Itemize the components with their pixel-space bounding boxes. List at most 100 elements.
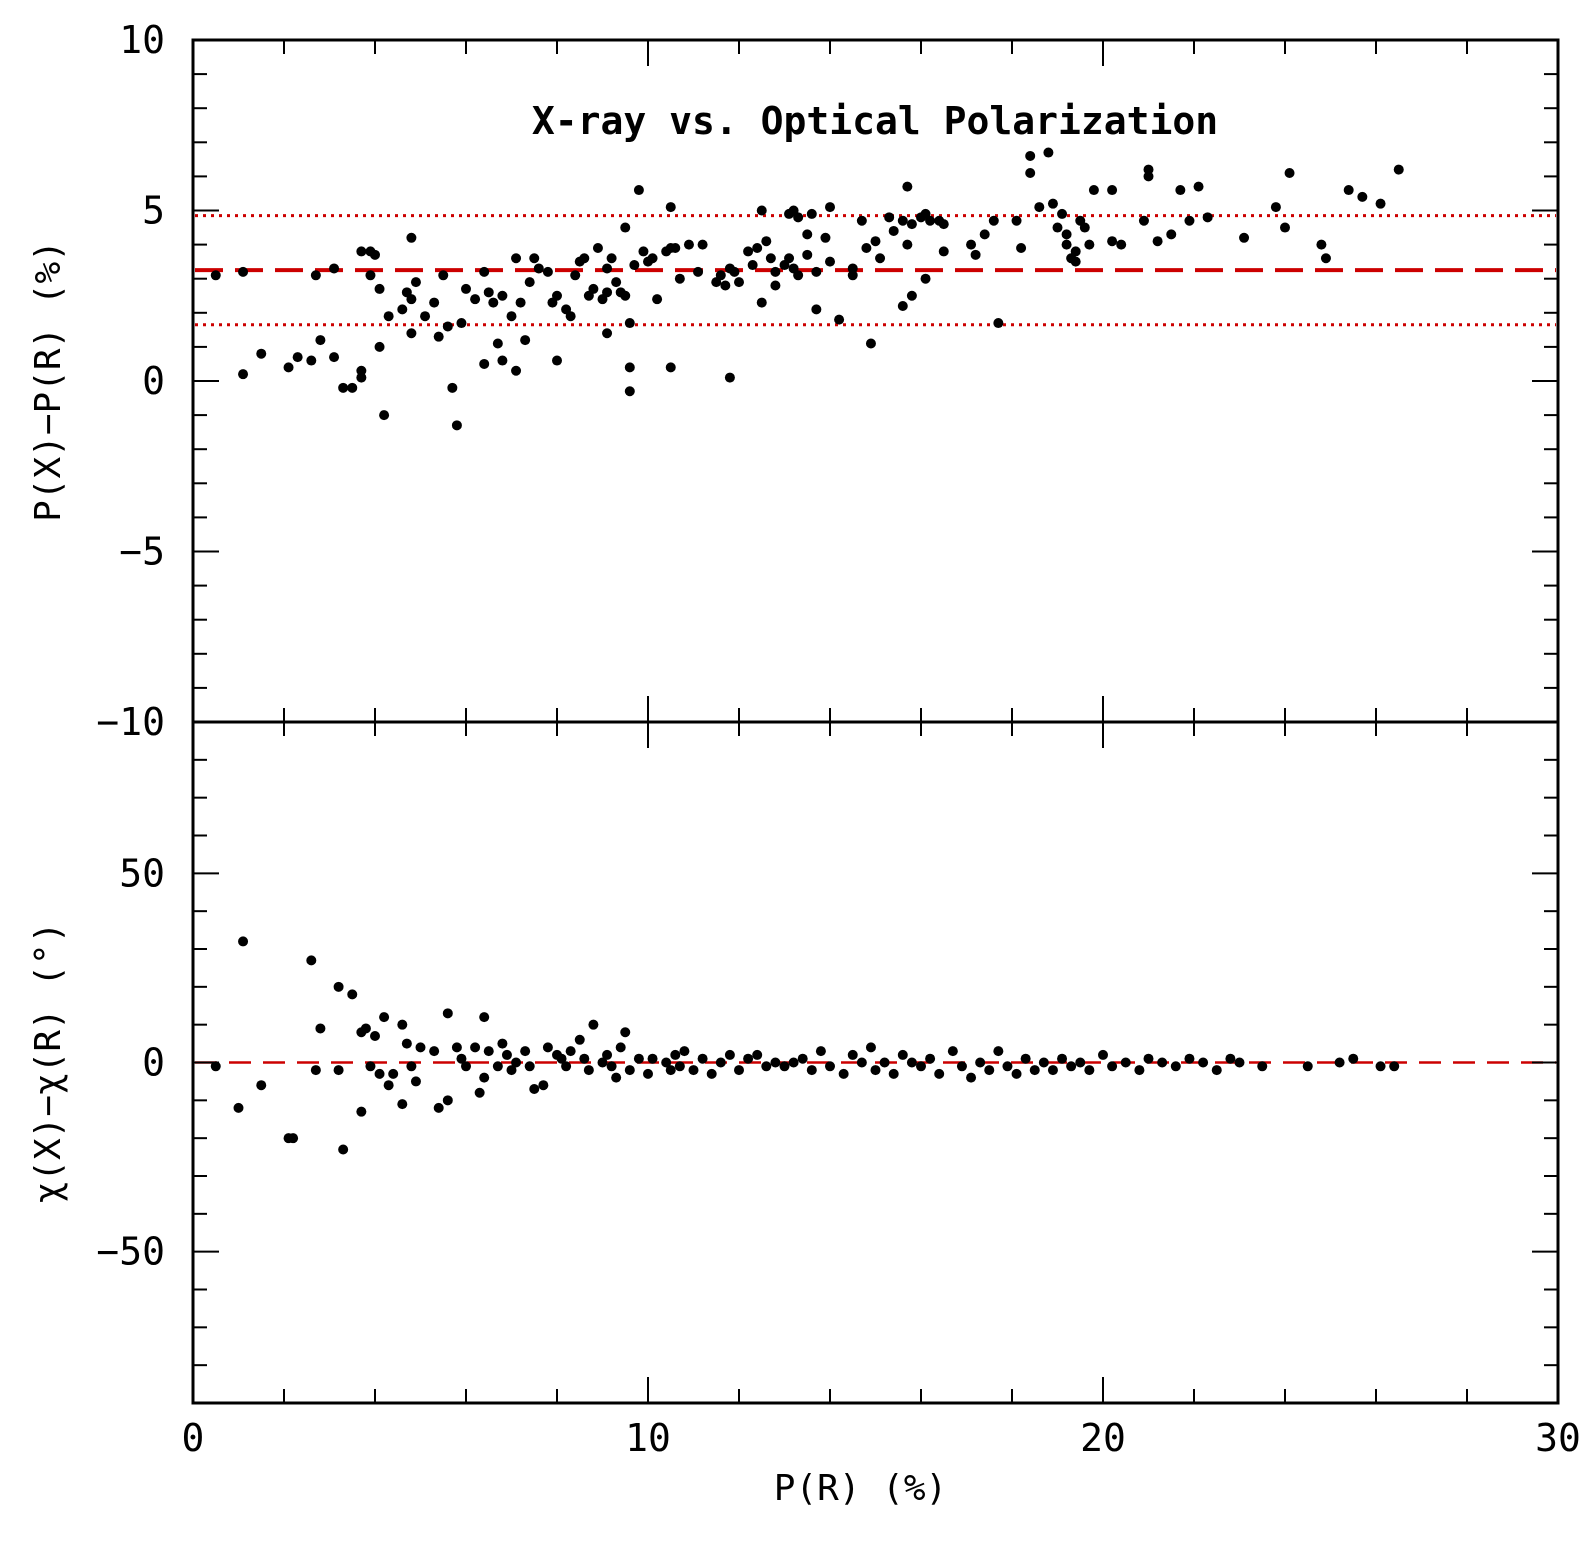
top-data-point — [670, 243, 681, 254]
bottom-data-point — [501, 1049, 512, 1060]
top-data-point — [1052, 222, 1063, 233]
top-data-point — [406, 294, 417, 305]
bottom-data-point — [1375, 1061, 1386, 1072]
top-data-point — [588, 283, 599, 294]
top-data-point — [1034, 202, 1045, 213]
top-data-point — [761, 236, 772, 247]
bottom-data-point — [238, 936, 249, 947]
bottom-data-point — [870, 1065, 881, 1076]
bottom-data-point — [661, 1057, 672, 1068]
bottom-data-point — [397, 1019, 408, 1030]
bottom-data-point — [210, 1061, 221, 1072]
bottom-data-point — [761, 1061, 772, 1072]
top-data-point — [1239, 232, 1250, 243]
top-data-point — [806, 208, 817, 219]
top-data-point — [542, 266, 553, 277]
bottom-data-point — [406, 1061, 417, 1072]
top-data-point — [483, 287, 494, 298]
bottom-data-point — [1157, 1057, 1168, 1068]
top-data-point — [310, 270, 321, 281]
bottom-data-point — [670, 1049, 681, 1060]
top-data-point — [715, 270, 726, 281]
bottom-data-point — [1075, 1057, 1086, 1068]
top-data-point — [529, 253, 540, 264]
bottom-data-point — [315, 1023, 326, 1034]
top-data-point — [365, 270, 376, 281]
bottom-data-point — [1170, 1061, 1181, 1072]
bottom-data-point — [333, 981, 344, 992]
top-data-point — [433, 331, 444, 342]
top-y-tick-label: 0 — [142, 359, 165, 403]
top-data-point — [902, 239, 913, 250]
top-data-point — [1320, 253, 1331, 264]
bottom-data-point — [1011, 1068, 1022, 1079]
bottom-data-point — [583, 1065, 594, 1076]
top-data-point — [347, 382, 358, 393]
top-y-axis-label: P(X)−P(R) (%) — [28, 240, 69, 522]
bottom-data-point — [397, 1099, 408, 1110]
top-data-point — [520, 335, 531, 346]
top-data-point — [1057, 208, 1068, 219]
bottom-data-point — [1020, 1053, 1031, 1064]
bottom-data-point — [556, 1053, 567, 1064]
top-data-point — [356, 246, 367, 257]
top-data-point — [306, 355, 317, 366]
top-data-point — [447, 382, 458, 393]
bottom-data-point — [606, 1061, 617, 1072]
top-data-point — [888, 225, 899, 236]
top-data-point — [1138, 215, 1149, 226]
top-data-point — [497, 355, 508, 366]
bottom-data-point — [984, 1065, 995, 1076]
top-data-point — [906, 219, 917, 230]
bottom-data-point — [688, 1065, 699, 1076]
top-data-point — [515, 297, 526, 308]
top-data-point — [1193, 181, 1204, 192]
bottom-data-point — [579, 1053, 590, 1064]
bottom-data-point — [1134, 1065, 1145, 1076]
top-data-point — [1393, 164, 1404, 175]
bottom-data-point — [865, 1042, 876, 1053]
top-data-point — [720, 280, 731, 291]
bottom-y-tick-label: 0 — [142, 1041, 165, 1085]
bottom-data-point — [1098, 1049, 1108, 1060]
top-data-point — [647, 253, 658, 264]
bottom-data-point — [1120, 1057, 1131, 1068]
top-data-point — [629, 260, 640, 271]
bottom-data-point — [779, 1061, 790, 1072]
bottom-data-point — [442, 1095, 453, 1106]
bottom-data-point — [588, 1019, 599, 1030]
bottom-data-point — [433, 1102, 444, 1113]
top-data-point — [579, 253, 590, 264]
bottom-data-point — [310, 1065, 321, 1076]
top-data-point — [479, 358, 490, 369]
bottom-data-point — [442, 1008, 453, 1019]
bottom-data-point — [1198, 1057, 1209, 1068]
top-data-point — [920, 273, 931, 284]
top-data-point — [1166, 229, 1177, 240]
bottom-data-point — [1002, 1061, 1013, 1072]
top-data-point — [1343, 185, 1354, 196]
top-data-point — [897, 215, 908, 226]
bottom-x-tick-label: 20 — [1080, 1416, 1126, 1460]
bottom-data-point — [479, 1072, 490, 1083]
bottom-data-point — [1143, 1053, 1154, 1064]
bottom-data-point — [1029, 1065, 1040, 1076]
top-data-point — [379, 410, 390, 421]
bottom-data-point — [506, 1065, 517, 1076]
bottom-data-point — [1184, 1053, 1195, 1064]
top-y-tick-label: −10 — [96, 700, 165, 744]
bottom-data-point — [538, 1080, 549, 1091]
bottom-data-point — [370, 1031, 380, 1042]
bottom-data-point — [374, 1068, 385, 1079]
top-data-point — [856, 215, 867, 226]
bottom-y-tick-label: 50 — [119, 851, 165, 895]
bottom-data-point — [1234, 1057, 1245, 1068]
bottom-data-point — [256, 1080, 267, 1091]
bottom-x-tick-label: 0 — [182, 1416, 205, 1460]
top-data-point — [811, 304, 822, 315]
top-data-point — [865, 338, 876, 349]
top-data-point — [1184, 215, 1195, 226]
bottom-data-point — [1057, 1053, 1068, 1064]
